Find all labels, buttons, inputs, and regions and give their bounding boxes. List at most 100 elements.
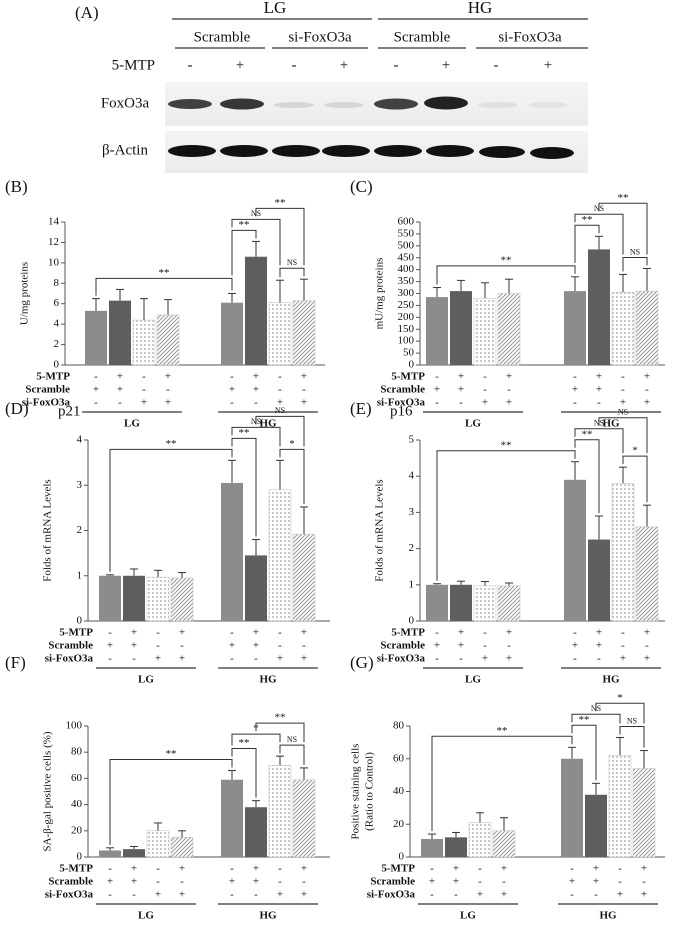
significance-bracket <box>231 218 281 266</box>
bar <box>99 575 121 621</box>
condition-sign: + <box>165 371 171 383</box>
condition-sign: + <box>253 371 259 383</box>
condition-sign: + <box>165 397 171 409</box>
y-tick-label: 40 <box>393 785 405 797</box>
significance-bracket <box>231 229 257 276</box>
condition-sign: - <box>483 627 487 639</box>
significance-label: ** <box>166 748 177 760</box>
condition-sign: - <box>430 863 434 875</box>
y-tick-label: 4 <box>54 318 60 330</box>
bar <box>245 256 267 365</box>
bar <box>611 292 635 366</box>
condition-sign: + <box>229 384 235 396</box>
condition-sign: + <box>644 627 650 639</box>
condition-sign: - <box>142 371 146 383</box>
y-tick-label: 0 <box>77 851 83 863</box>
significance-bracket <box>95 277 233 296</box>
y-tick-label: 0 <box>409 359 415 371</box>
y-tick-label: 80 <box>393 720 405 732</box>
bar <box>156 314 180 366</box>
condition-sign: + <box>253 627 259 639</box>
subtitle: p21 <box>58 403 81 419</box>
condition-sign: - <box>618 863 622 875</box>
condition-sign: - <box>278 371 282 383</box>
condition-sign: - <box>278 640 282 652</box>
bar <box>245 807 267 857</box>
y-tick-label: 60 <box>71 772 83 784</box>
bar <box>170 837 194 858</box>
condition-sign: + <box>253 640 259 652</box>
condition-sign: + <box>620 397 626 409</box>
bar <box>561 758 583 857</box>
condition-label: si-FoxO3a <box>377 397 426 409</box>
bar <box>421 838 443 857</box>
condition-sign: + <box>131 627 137 639</box>
significance-bracket <box>571 724 597 781</box>
condition-sign: - <box>570 889 574 901</box>
bar <box>146 576 170 622</box>
group-label: HG <box>259 674 277 686</box>
condition-sign: + <box>506 397 512 409</box>
y-axis-label: Folds of mRNA Levels <box>42 479 54 581</box>
bar <box>588 249 610 365</box>
bar <box>123 849 145 857</box>
panel-label: (D) <box>5 399 29 418</box>
condition-sign: + <box>253 384 259 396</box>
condition-sign: - <box>573 371 577 383</box>
bar <box>99 850 121 857</box>
condition-sign: - <box>278 384 282 396</box>
y-tick-label: 550 <box>398 227 415 239</box>
bar <box>450 584 472 621</box>
significance-label: ** <box>166 438 177 450</box>
panel-label: (C) <box>350 177 373 196</box>
condition-sign: - <box>230 653 234 665</box>
bar <box>221 779 243 857</box>
y-axis-label: Positive staining cells <box>350 744 362 840</box>
condition-sign: - <box>230 627 234 639</box>
group-label: LG <box>264 0 287 17</box>
y-tick-label: 0 <box>409 615 415 627</box>
condition-label: Scramble <box>25 384 70 396</box>
condition-sign: + <box>131 640 137 652</box>
significance-bracket <box>622 455 648 503</box>
condition-sign: - <box>108 889 112 901</box>
condition-label: 5-MTP <box>381 863 415 875</box>
condition-sign: + <box>482 397 488 409</box>
bar <box>468 822 492 858</box>
panel-a: (A) LG HG Scramble si-FoxO3a Scramble si… <box>75 0 588 173</box>
bar <box>85 310 107 365</box>
group-label: HG <box>259 910 277 922</box>
significance-bracket <box>574 224 600 263</box>
condition-sign: - <box>278 863 282 875</box>
significance-bracket <box>436 450 576 581</box>
significance-label: NS <box>627 716 637 725</box>
group-label: HG <box>599 910 617 922</box>
condition-sign: + <box>644 397 650 409</box>
condition-sign: - <box>621 640 625 652</box>
condition-sign: + <box>253 876 259 888</box>
y-tick-label: 2 <box>77 524 83 536</box>
condition-sign: - <box>459 653 463 665</box>
panel-label: (E) <box>350 399 372 418</box>
condition-sign: - <box>435 371 439 383</box>
y-tick-label: 200 <box>398 311 415 323</box>
significance-label: * <box>289 438 295 450</box>
y-tick-label: 40 <box>71 798 83 810</box>
condition-sign: - <box>278 876 282 888</box>
condition-sign: - <box>597 397 601 409</box>
condition-sign: - <box>478 863 482 875</box>
condition-sign: + <box>179 863 185 875</box>
condition-sign: + <box>301 371 307 383</box>
subgroup-label: Scramble <box>394 29 451 45</box>
bar <box>146 830 170 858</box>
bar <box>221 482 243 621</box>
condition-sign: + <box>482 653 488 665</box>
significance-bracket <box>622 256 648 272</box>
condition-sign: - <box>132 653 136 665</box>
condition-sign: - <box>454 889 458 901</box>
condition-sign: + <box>155 653 161 665</box>
y-tick-label: 5 <box>409 434 415 446</box>
group-label: LG <box>465 674 481 686</box>
y-axis-label: (Ratio to Control) <box>364 752 376 831</box>
significance-label: ** <box>579 714 590 726</box>
